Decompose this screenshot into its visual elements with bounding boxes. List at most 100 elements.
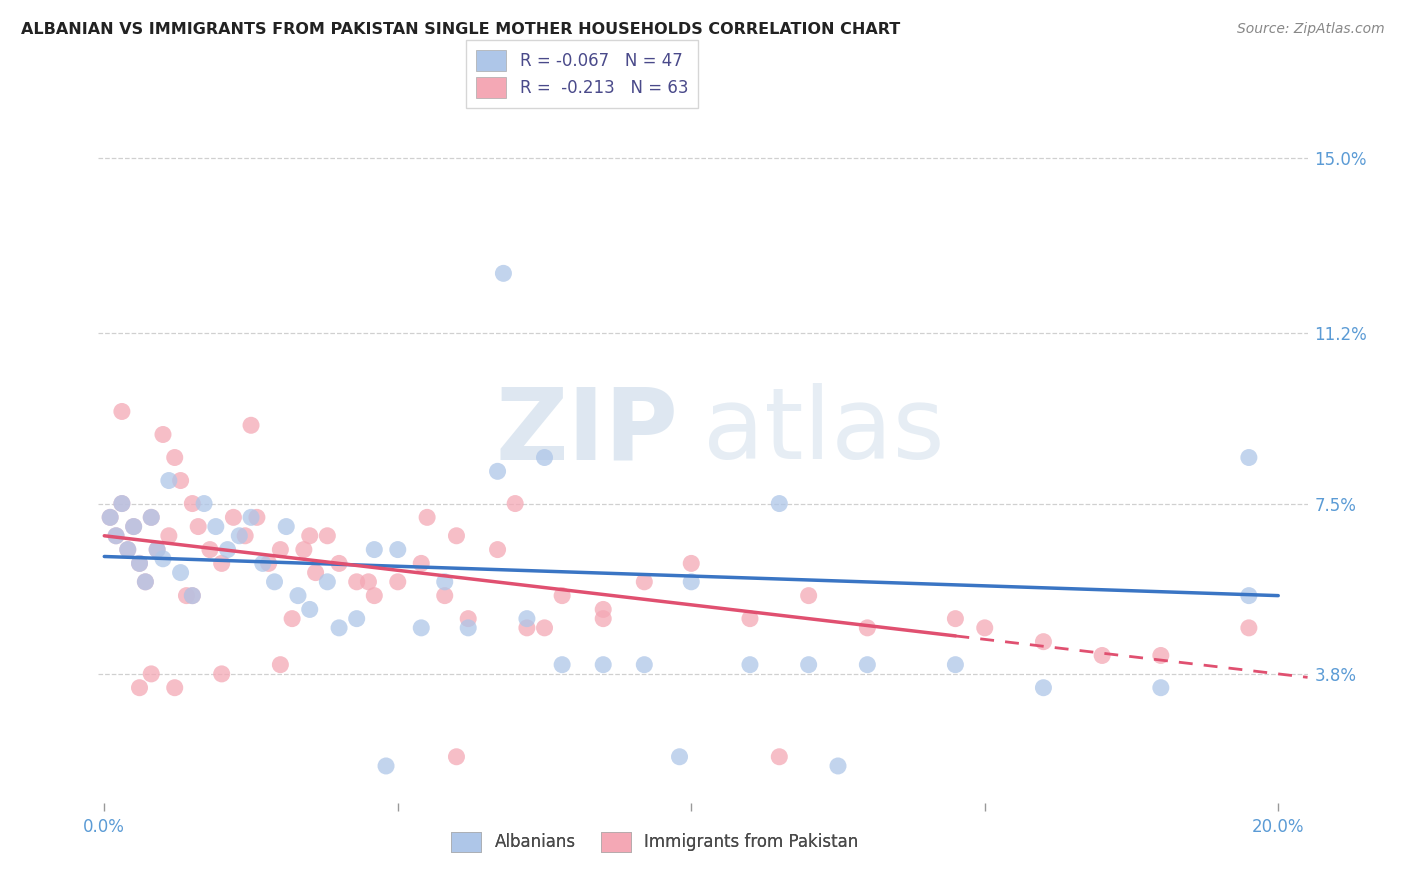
Point <box>217 542 239 557</box>
Point <box>111 497 134 511</box>
Point <box>204 519 226 533</box>
Point <box>163 681 186 695</box>
Point <box>122 519 145 533</box>
Point <box>117 542 139 557</box>
Point <box>105 529 128 543</box>
Point <box>457 612 479 626</box>
Point <box>157 529 180 543</box>
Point <box>768 749 790 764</box>
Point <box>157 474 180 488</box>
Point <box>128 557 150 571</box>
Point <box>287 589 309 603</box>
Point <box>269 542 291 557</box>
Point <box>152 551 174 566</box>
Point <box>281 612 304 626</box>
Text: Source: ZipAtlas.com: Source: ZipAtlas.com <box>1237 22 1385 37</box>
Point <box>387 574 409 589</box>
Point <box>240 418 263 433</box>
Point <box>768 497 790 511</box>
Point <box>163 450 186 465</box>
Point <box>486 542 509 557</box>
Point <box>181 589 204 603</box>
Point <box>233 529 256 543</box>
Point <box>633 574 655 589</box>
Point <box>269 657 291 672</box>
Point <box>738 657 761 672</box>
Point <box>363 542 385 557</box>
Point <box>122 519 145 533</box>
Point <box>375 759 398 773</box>
Point <box>945 657 967 672</box>
Point <box>134 574 156 589</box>
Point <box>134 574 156 589</box>
Point <box>169 566 191 580</box>
Point <box>105 529 128 543</box>
Point <box>827 759 849 773</box>
Point <box>1032 634 1054 648</box>
Point <box>128 681 150 695</box>
Point <box>973 621 995 635</box>
Point <box>1091 648 1114 663</box>
Point <box>298 602 321 616</box>
Point <box>446 529 468 543</box>
Point <box>433 589 456 603</box>
Point <box>503 497 526 511</box>
Point <box>516 612 538 626</box>
Point <box>681 574 703 589</box>
Point <box>228 529 250 543</box>
Text: ALBANIAN VS IMMIGRANTS FROM PAKISTAN SINGLE MOTHER HOUSEHOLDS CORRELATION CHART: ALBANIAN VS IMMIGRANTS FROM PAKISTAN SIN… <box>21 22 900 37</box>
Point <box>592 612 614 626</box>
Point <box>446 749 468 764</box>
Point <box>211 557 233 571</box>
Point <box>592 657 614 672</box>
Point <box>181 589 204 603</box>
Point <box>128 557 150 571</box>
Point <box>169 474 191 488</box>
Point <box>411 557 433 571</box>
Point <box>292 542 315 557</box>
Point <box>486 464 509 478</box>
Point <box>298 529 321 543</box>
Point <box>328 557 350 571</box>
Legend: Albanians, Immigrants from Pakistan: Albanians, Immigrants from Pakistan <box>444 825 865 859</box>
Point <box>457 621 479 635</box>
Point <box>257 557 280 571</box>
Point <box>117 542 139 557</box>
Point <box>141 510 163 524</box>
Point <box>681 557 703 571</box>
Point <box>797 589 820 603</box>
Point <box>146 542 169 557</box>
Point <box>111 404 134 418</box>
Point <box>240 510 263 524</box>
Point <box>797 657 820 672</box>
Point <box>276 519 298 533</box>
Point <box>346 612 368 626</box>
Point <box>252 557 274 571</box>
Point <box>416 510 439 524</box>
Point <box>387 542 409 557</box>
Point <box>1032 681 1054 695</box>
Point <box>328 621 350 635</box>
Point <box>211 666 233 681</box>
Point <box>668 749 690 764</box>
Point <box>945 612 967 626</box>
Point <box>146 542 169 557</box>
Point <box>111 497 134 511</box>
Text: ZIP: ZIP <box>496 384 679 480</box>
Point <box>433 574 456 589</box>
Point <box>592 602 614 616</box>
Point <box>346 574 368 589</box>
Point <box>1237 450 1260 465</box>
Point <box>181 497 204 511</box>
Point <box>263 574 285 589</box>
Point <box>141 666 163 681</box>
Point <box>1150 681 1173 695</box>
Point <box>492 266 515 280</box>
Point <box>411 621 433 635</box>
Point <box>633 657 655 672</box>
Point <box>551 657 574 672</box>
Point <box>176 589 198 603</box>
Point <box>533 621 555 635</box>
Point <box>1237 621 1260 635</box>
Point <box>304 566 326 580</box>
